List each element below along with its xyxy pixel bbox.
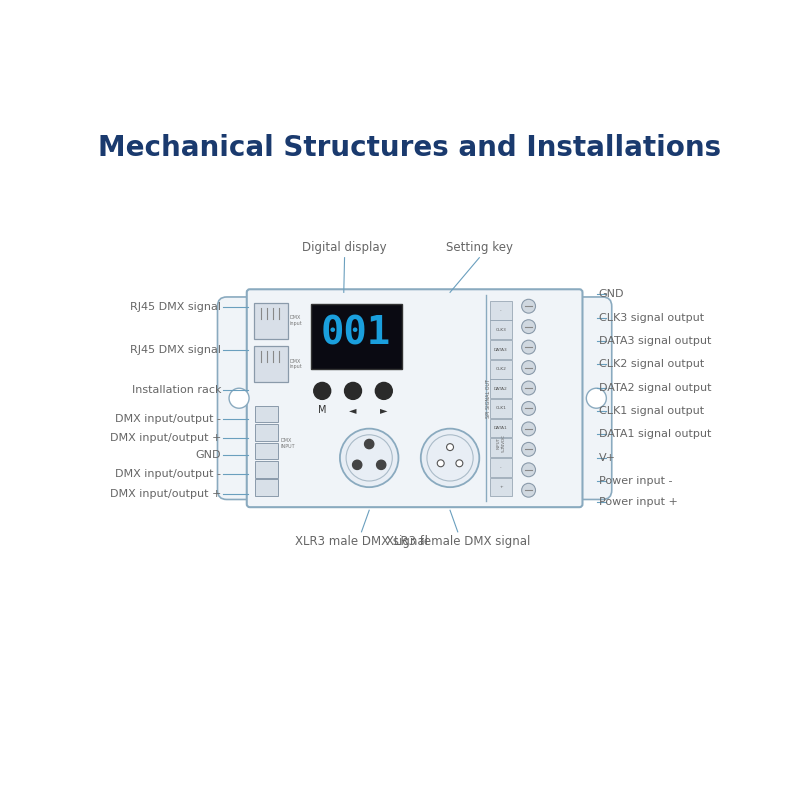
Circle shape [365, 439, 374, 449]
FancyBboxPatch shape [218, 297, 266, 499]
Circle shape [522, 320, 535, 334]
Text: Power input +: Power input + [598, 497, 678, 507]
Text: +: + [499, 446, 502, 450]
Text: DMX
input: DMX input [289, 358, 302, 370]
Circle shape [427, 435, 473, 481]
FancyBboxPatch shape [255, 461, 278, 478]
Text: DMX input/output -: DMX input/output - [115, 470, 222, 479]
Text: Digital display: Digital display [302, 241, 387, 254]
Text: XLR3 female DMX signal: XLR3 female DMX signal [386, 535, 530, 548]
Text: -: - [500, 308, 502, 312]
FancyBboxPatch shape [490, 379, 512, 398]
Text: GND: GND [196, 450, 222, 460]
Circle shape [438, 460, 444, 466]
FancyBboxPatch shape [490, 321, 512, 339]
Text: CLK2: CLK2 [495, 367, 506, 371]
Text: CLK1: CLK1 [495, 406, 506, 410]
FancyBboxPatch shape [254, 303, 288, 338]
FancyBboxPatch shape [490, 418, 512, 438]
Text: RJ45 DMX signal: RJ45 DMX signal [130, 345, 222, 354]
Text: DMX input/output -: DMX input/output - [115, 414, 222, 424]
Text: DATA2: DATA2 [494, 386, 508, 390]
Circle shape [229, 388, 249, 408]
Text: DATA1: DATA1 [494, 426, 508, 430]
Text: XLR3 male DMX signal: XLR3 male DMX signal [295, 535, 428, 548]
Text: GND: GND [598, 290, 624, 299]
FancyBboxPatch shape [490, 458, 512, 477]
Text: RJ45 DMX signal: RJ45 DMX signal [130, 302, 222, 312]
Text: ◄: ◄ [350, 405, 357, 414]
Text: Setting key: Setting key [446, 241, 513, 254]
Text: Power input -: Power input - [598, 476, 672, 486]
FancyBboxPatch shape [255, 442, 278, 459]
FancyBboxPatch shape [490, 340, 512, 359]
Circle shape [586, 388, 606, 408]
Text: CLK2 signal output: CLK2 signal output [598, 359, 704, 370]
FancyBboxPatch shape [246, 290, 582, 507]
Text: DATA2 signal output: DATA2 signal output [598, 382, 711, 393]
FancyBboxPatch shape [490, 301, 512, 320]
Circle shape [456, 460, 463, 466]
Circle shape [522, 442, 535, 456]
FancyBboxPatch shape [255, 424, 278, 441]
Circle shape [421, 429, 479, 487]
FancyBboxPatch shape [310, 304, 402, 369]
Text: DATA1 signal output: DATA1 signal output [598, 430, 711, 439]
Circle shape [522, 340, 535, 354]
Text: Mechanical Structures and Installations: Mechanical Structures and Installations [98, 134, 722, 162]
Text: CLK3 signal output: CLK3 signal output [598, 313, 704, 322]
Circle shape [522, 463, 535, 477]
FancyBboxPatch shape [490, 399, 512, 418]
Text: V+: V+ [598, 453, 616, 462]
Text: CLK1 signal output: CLK1 signal output [598, 406, 704, 416]
Text: ►: ► [380, 405, 387, 414]
Circle shape [446, 444, 454, 450]
Text: CLK3: CLK3 [495, 328, 506, 332]
Text: DMX
INPUT: DMX INPUT [281, 438, 295, 449]
Text: DMX input/output +: DMX input/output + [110, 489, 222, 498]
Circle shape [522, 299, 535, 313]
Text: DMX
input: DMX input [289, 315, 302, 326]
Circle shape [522, 402, 535, 415]
Circle shape [522, 381, 535, 395]
FancyBboxPatch shape [490, 438, 512, 457]
Circle shape [346, 435, 392, 481]
Text: INPUT
5-24VDC: INPUT 5-24VDC [497, 434, 505, 451]
FancyBboxPatch shape [490, 478, 512, 496]
Text: Installation rack: Installation rack [132, 385, 222, 394]
Text: +: + [499, 485, 502, 489]
Circle shape [377, 460, 386, 470]
Circle shape [522, 361, 535, 374]
Text: DATA3 signal output: DATA3 signal output [598, 336, 711, 346]
Text: DMX input/output +: DMX input/output + [110, 434, 222, 443]
Circle shape [340, 429, 398, 487]
Text: M: M [318, 405, 326, 414]
Circle shape [345, 382, 362, 399]
Circle shape [522, 483, 535, 497]
Circle shape [522, 422, 535, 436]
Circle shape [353, 460, 362, 470]
Text: 001: 001 [321, 314, 391, 352]
FancyBboxPatch shape [564, 297, 612, 499]
FancyBboxPatch shape [490, 360, 512, 378]
Text: DATA3: DATA3 [494, 347, 508, 351]
Circle shape [375, 382, 392, 399]
Text: -: - [500, 466, 502, 470]
FancyBboxPatch shape [254, 346, 288, 382]
Text: SPI SIGNAL OUT: SPI SIGNAL OUT [486, 378, 491, 418]
FancyBboxPatch shape [255, 406, 278, 422]
FancyBboxPatch shape [255, 479, 278, 496]
Circle shape [314, 382, 330, 399]
